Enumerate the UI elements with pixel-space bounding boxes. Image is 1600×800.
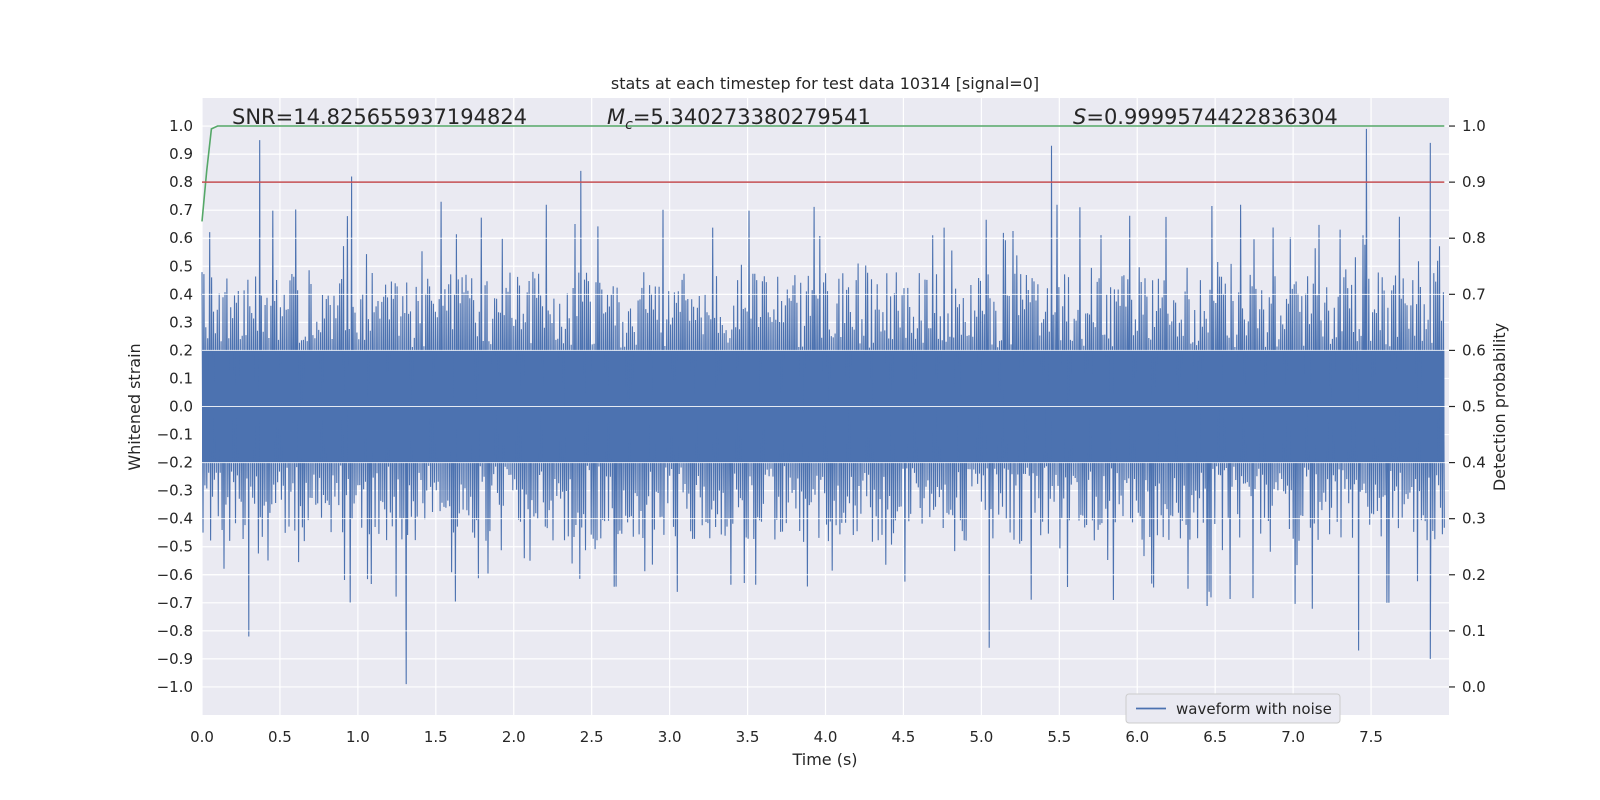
y-tick-label: 0.3 (169, 313, 193, 331)
legend-box (1125, 693, 1341, 724)
y2-tick-label: 0.4 (1462, 454, 1486, 472)
y-tick-label: −0.5 (157, 538, 193, 556)
x-tick-label: 7.5 (1359, 728, 1383, 746)
x-axis-ticks: 0.0 0.5 1.0 1.5 2.0 2.5 3.0 3.5 4.0 4.5 5.0 5.5 6.0 6… (190, 728, 1383, 746)
y2-tick-label: 0.5 (1462, 398, 1486, 416)
y2-tick-label: 0.3 (1462, 510, 1486, 528)
y-tick-label: −0.1 (157, 426, 193, 444)
y-axis-ticks: 1.0 0.9 0.8 0.7 0.6 0.5 0.4 0.3 0.2 0.1 0.0 −0.1 −0.… (157, 117, 193, 696)
y-tick-label: −0.3 (157, 482, 193, 500)
y-tick-label: 1.0 (169, 117, 193, 135)
y2-axis-label: Detection probability (1490, 323, 1509, 491)
chirp-mass-annotation: Mc=5.340273380279541 (607, 105, 871, 133)
y2-tick-label: 0.2 (1462, 566, 1486, 584)
legend: waveform with noise (1125, 693, 1341, 724)
y2-axis-ticks: 1.0 0.9 0.8 0.7 0.6 0.5 0.4 0.3 0.2 0.1 0.0 (1449, 117, 1486, 696)
y-tick-label: 0.9 (169, 145, 193, 163)
y-tick-label: −0.4 (157, 510, 193, 528)
y-tick-label: 0.4 (169, 285, 193, 303)
legend-label: waveform with noise (1176, 700, 1332, 718)
y-tick-label: −0.8 (157, 622, 193, 640)
x-tick-label: 0.5 (268, 728, 292, 746)
y2-tick-label: 0.7 (1462, 285, 1486, 303)
x-tick-label: 4.5 (892, 728, 916, 746)
x-tick-label: 6.5 (1203, 728, 1227, 746)
y2-tick-label: 0.1 (1462, 622, 1486, 640)
y-tick-label: 0.6 (169, 229, 193, 247)
x-tick-label: 3.0 (658, 728, 682, 746)
x-tick-label: 5.5 (1047, 728, 1071, 746)
x-tick-label: 2.5 (580, 728, 604, 746)
y2-tick-label: 0.6 (1462, 341, 1486, 359)
y-tick-label: −0.9 (157, 650, 193, 668)
x-tick-label: 0.0 (190, 728, 214, 746)
y-tick-label: 0.5 (169, 257, 193, 275)
x-tick-label: 6.0 (1125, 728, 1149, 746)
x-tick-label: 2.0 (502, 728, 526, 746)
y-tick-label: −0.6 (157, 566, 193, 584)
y-tick-label: −1.0 (157, 678, 193, 696)
x-tick-label: 3.5 (736, 728, 760, 746)
x-tick-label: 7.0 (1281, 728, 1305, 746)
x-tick-label: 5.0 (969, 728, 993, 746)
chart-title: stats at each timestep for test data 103… (611, 74, 1039, 93)
snr-annotation: SNR=14.825655937194824 (232, 105, 527, 129)
y2-tick-label: 0.0 (1462, 678, 1486, 696)
x-axis-label: Time (s) (791, 750, 857, 769)
waveform-line (201, 128, 1445, 685)
y-tick-label: 0.1 (169, 369, 193, 387)
y-axis-label: Whitened strain (125, 343, 144, 470)
y2-tick-label: 1.0 (1462, 117, 1486, 135)
y2-tick-label: 0.9 (1462, 173, 1486, 191)
y-tick-label: −0.2 (157, 454, 193, 472)
x-tick-label: 1.0 (346, 728, 370, 746)
y-tick-label: 0.7 (169, 201, 193, 219)
y-tick-label: 0.8 (169, 173, 193, 191)
x-tick-label: 1.5 (424, 728, 448, 746)
y-tick-label: 0.0 (169, 398, 193, 416)
detection-probability-line (201, 125, 1445, 222)
s-annotation: S=0.9999574422836304 (1073, 105, 1338, 129)
x-tick-label: 4.0 (814, 728, 838, 746)
y-tick-label: 0.2 (169, 341, 193, 359)
y-tick-label: −0.7 (157, 594, 193, 612)
y2-tick-label: 0.8 (1462, 229, 1486, 247)
